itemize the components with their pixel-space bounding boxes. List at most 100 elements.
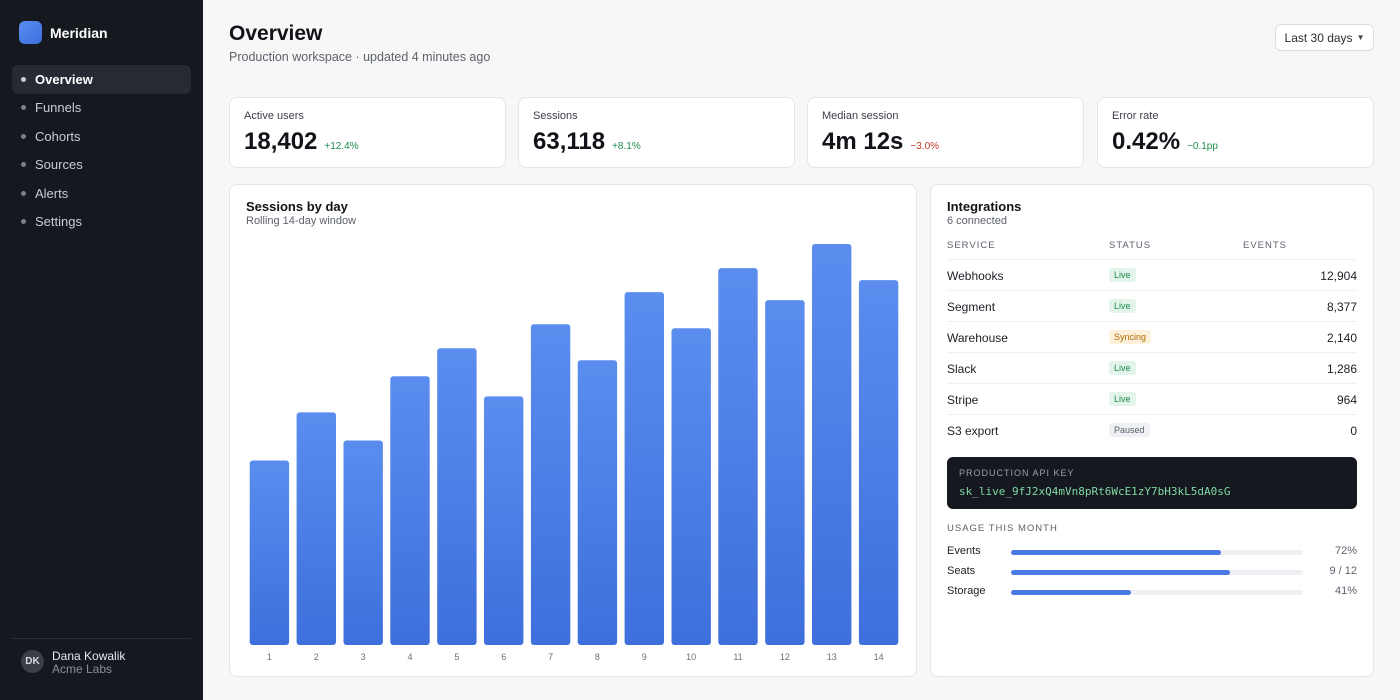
usage-progress-bar <box>1011 590 1303 595</box>
usage-label: Storage <box>947 585 986 597</box>
event-count: 0 <box>1350 424 1357 438</box>
sidebar-item-cohorts[interactable]: Cohorts <box>12 122 191 151</box>
sidebar-nav: Overview Funnels Cohorts Sources Alerts … <box>12 65 191 236</box>
x-tick-label: 8 <box>595 652 600 662</box>
sidebar-item-label: Cohorts <box>35 128 81 144</box>
stat-card-sessions: Sessions 63,118 +8.1% <box>518 97 795 168</box>
user-profile[interactable]: DK Dana Kowalik Acme Labs <box>12 638 191 700</box>
sidebar-item-funnels[interactable]: Funnels <box>12 94 191 123</box>
brand[interactable]: Meridian <box>19 21 108 44</box>
usage-label: Seats <box>947 565 976 577</box>
bullet-icon <box>21 105 26 111</box>
service-name: Warehouse <box>947 331 1008 345</box>
x-tick-label: 4 <box>407 652 412 662</box>
bullet-icon <box>21 190 26 196</box>
event-count: 1,286 <box>1326 362 1357 376</box>
status-badge: Paused <box>1109 423 1150 437</box>
stat-value: 4m 12s <box>822 128 904 155</box>
chart-bar-day-7[interactable] <box>530 324 571 645</box>
chart-bar-day-3[interactable] <box>343 440 383 646</box>
sidebar-item-label: Overview <box>35 71 93 87</box>
chart-bar-day-2[interactable] <box>296 412 336 645</box>
api-key-box[interactable]: PRODUCTION API KEY sk_live_9fJ2xQ4mVn8pR… <box>947 457 1357 509</box>
x-tick-label: 10 <box>686 652 696 662</box>
service-name: Stripe <box>947 393 979 407</box>
x-tick-label: 11 <box>733 652 742 662</box>
stat-value: 18,402 <box>244 128 318 155</box>
service-name: Webhooks <box>947 269 1004 283</box>
chart-bar-day-9[interactable] <box>624 292 664 645</box>
x-tick-label: 5 <box>454 652 459 662</box>
date-range-label: Last 30 days <box>1284 30 1353 45</box>
sidebar-item-label: Sources <box>35 157 83 173</box>
service-name: Slack <box>947 362 977 376</box>
avatar: DK <box>21 650 44 673</box>
stat-label: Error rate <box>1112 110 1159 122</box>
stat-label: Active users <box>244 110 304 122</box>
chart-bar-day-12[interactable] <box>765 300 805 645</box>
chart-bar-day-11[interactable] <box>718 268 758 645</box>
sidebar-item-settings[interactable]: Settings <box>12 208 191 237</box>
integrations-panel: Integrations 6 connected SERVICE STATUS … <box>930 184 1374 677</box>
service-name: Segment <box>947 300 996 314</box>
panel-title: Integrations <box>947 199 1022 214</box>
event-count: 964 <box>1336 393 1357 407</box>
stat-delta: −3.0% <box>910 141 940 152</box>
sidebar-item-alerts[interactable]: Alerts <box>12 179 191 208</box>
sidebar: Meridian Overview Funnels Cohorts Source… <box>0 0 203 700</box>
bullet-icon <box>21 162 26 168</box>
table-row[interactable]: Stripe Live 964 <box>947 383 1357 414</box>
stat-label: Sessions <box>533 110 578 122</box>
chart-bar-day-1[interactable] <box>249 460 290 646</box>
chart-bar-day-10[interactable] <box>671 328 711 645</box>
usage-row-seats: Seats 9 / 12 <box>947 565 1357 579</box>
chart-bar-day-4[interactable] <box>390 376 430 645</box>
sidebar-item-overview[interactable]: Overview <box>12 65 191 94</box>
usage-progress-bar <box>1011 550 1303 555</box>
status-badge: Live <box>1109 268 1136 282</box>
chart-bar-day-8[interactable] <box>577 360 618 645</box>
panel-subtitle: Rolling 14-day window <box>246 215 357 227</box>
usage-title: USAGE THIS MONTH <box>947 523 1058 534</box>
chart-bar-day-13[interactable] <box>812 244 852 645</box>
sidebar-item-label: Alerts <box>35 185 69 201</box>
sessions-bar-chart: 1 2 3 4 5 6 7 8 9 10 11 12 13 14 <box>249 244 899 662</box>
stat-label: Median session <box>822 110 899 122</box>
brand-name: Meridian <box>50 24 108 41</box>
bullet-icon <box>21 219 26 225</box>
x-tick-label: 2 <box>314 652 319 662</box>
table-row[interactable]: S3 export Paused 0 <box>947 414 1357 445</box>
usage-row-storage: Storage 41% <box>947 585 1357 599</box>
chart-bar-day-6[interactable] <box>484 396 524 645</box>
chart-bar-day-5[interactable] <box>437 348 477 645</box>
service-name: S3 export <box>947 424 999 438</box>
column-header-events: EVENTS <box>1243 240 1288 251</box>
x-tick-label: 6 <box>501 652 506 662</box>
sidebar-item-sources[interactable]: Sources <box>12 151 191 180</box>
table-row[interactable]: Webhooks Live 12,904 <box>947 259 1357 290</box>
status-badge: Live <box>1109 361 1136 375</box>
sessions-chart-panel: 1 2 3 4 5 6 7 8 9 10 11 12 13 14 Sessions by day Roll… <box>229 184 917 677</box>
usage-value: 72% <box>1334 545 1357 557</box>
usage-progress-fill <box>1011 570 1230 575</box>
chevron-down-icon: ▼ <box>1356 33 1365 42</box>
integrations-table: Webhooks Live 12,904 Segment Live 8,377 … <box>947 259 1357 445</box>
user-name: Dana Kowalik <box>52 649 126 663</box>
page-title: Overview <box>229 22 323 45</box>
table-row[interactable]: Warehouse Syncing 2,140 <box>947 321 1357 352</box>
sidebar-item-label: Settings <box>35 214 82 230</box>
table-row[interactable]: Slack Live 1,286 <box>947 352 1357 383</box>
stat-delta: +8.1% <box>612 141 641 152</box>
stat-value: 63,118 <box>533 128 606 155</box>
usage-row-events: Events 72% <box>947 545 1357 559</box>
api-key-value[interactable]: sk_live_9fJ2xQ4mVn8pRt6WcE1zY7bH3kL5dA0s… <box>959 485 1231 498</box>
page-subtitle: Production workspace · updated 4 minutes… <box>229 50 491 64</box>
bullet-icon <box>21 133 26 139</box>
stat-value: 0.42% <box>1112 128 1181 155</box>
event-count: 8,377 <box>1326 300 1357 314</box>
event-count: 12,904 <box>1320 269 1357 283</box>
x-tick-label: 3 <box>361 652 366 662</box>
chart-bar-day-14[interactable] <box>858 280 899 645</box>
table-row[interactable]: Segment Live 8,377 <box>947 290 1357 321</box>
date-range-dropdown[interactable]: Last 30 days ▼ <box>1275 24 1374 51</box>
